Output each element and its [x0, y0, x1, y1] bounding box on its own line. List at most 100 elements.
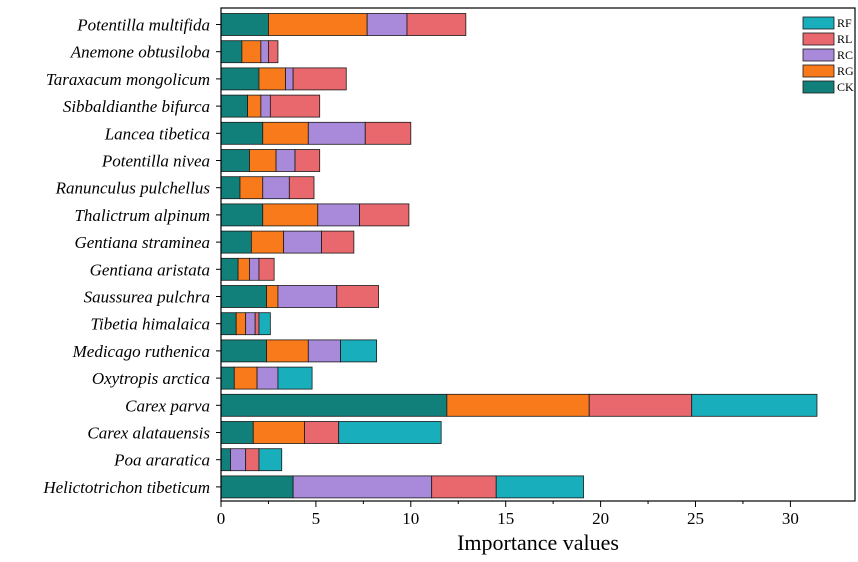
category-label: Gentiana straminea: [74, 233, 210, 252]
bar-segment-rf: [340, 339, 378, 363]
legend-swatch-rl: [802, 32, 835, 46]
bar-segment-ck: [220, 230, 252, 254]
bar-segment-rc: [260, 94, 271, 118]
category-label: Carex alatauensis: [87, 424, 210, 443]
plot-frame: [220, 7, 856, 502]
bar-segment-rc: [275, 149, 296, 172]
bar-segment-rl: [254, 312, 260, 336]
bar-segment-ck: [220, 94, 248, 118]
bar-segment-rl: [359, 203, 410, 227]
bars-group: [220, 13, 818, 499]
bar-segment-rl: [268, 40, 279, 64]
bar-segment-rf: [258, 448, 283, 472]
bar-segment-rg: [252, 421, 305, 444]
bar-segment-rg: [250, 230, 285, 254]
bar-segment-ck: [220, 475, 294, 499]
bar-segment-rg: [266, 285, 279, 308]
bar-segment-rc: [317, 203, 360, 227]
bar-segment-rc: [307, 339, 341, 363]
bar-segment-rc: [307, 121, 366, 145]
bar-segment-rf: [258, 312, 271, 336]
x-axis-ticks: 0 5 10 15 20 25 30: [217, 501, 799, 528]
bar-segment-rc: [230, 448, 247, 472]
bar-segment-rg: [262, 203, 319, 227]
bar-segment-ck: [220, 13, 269, 36]
bar-segment-ck: [220, 67, 260, 91]
category-label: Oxytropis arctica: [92, 369, 210, 388]
category-label: Saussurea pulchra: [84, 288, 210, 307]
bar-segment-rc: [277, 285, 338, 308]
bar-segment-ck: [220, 366, 235, 390]
legend-label-rf: RF: [837, 16, 852, 30]
x-tick-label: 20: [592, 509, 609, 528]
legend-swatch-rf: [802, 16, 835, 30]
legend-swatch-rc: [802, 48, 835, 62]
bar-segment-rg: [235, 312, 247, 336]
legend-swatch-ck: [802, 80, 835, 94]
bar-segment-rl: [269, 94, 321, 118]
bar-segment-rc: [283, 230, 322, 254]
category-label: Potentilla nivea: [101, 152, 210, 171]
category-label: Tibetia himalaica: [91, 315, 210, 334]
category-label: Carex parva: [125, 396, 210, 415]
bar-segment-rc: [256, 366, 279, 390]
category-label: Taraxacum mongolicum: [46, 70, 210, 89]
bar-segment-rl: [304, 421, 340, 444]
x-tick-label: 10: [402, 509, 419, 528]
legend: RF RL RC RG CK: [802, 16, 854, 94]
bar-segment-rc: [292, 475, 433, 499]
bar-segment-rc: [260, 40, 269, 64]
bar-segment-rl: [245, 448, 260, 472]
bar-segment-rl: [588, 393, 693, 417]
x-tick-label: 0: [217, 509, 226, 528]
bar-segment-ck: [220, 257, 239, 281]
bar-segment-rl: [431, 475, 497, 499]
bar-segment-ck: [220, 285, 267, 308]
category-label: Gentiana aristata: [90, 260, 210, 279]
bar-segment-ck: [220, 339, 267, 363]
legend-label-rg: RG: [837, 64, 854, 78]
category-label: Anemone obtusiloba: [70, 43, 210, 62]
bar-segment-rl: [292, 67, 347, 91]
legend-label-rl: RL: [837, 32, 852, 46]
bar-segment-ck: [220, 448, 231, 472]
legend-swatch-rg: [802, 64, 835, 78]
category-labels: Potentilla multifida Anemone obtusiloba Ta…: [42, 16, 210, 497]
bar-segment-rl: [321, 230, 355, 254]
category-label: Thalictrum alpinum: [74, 206, 210, 225]
bar-segment-ck: [220, 40, 243, 64]
bar-segment-ck: [220, 121, 264, 145]
bar-segment-rg: [239, 176, 264, 200]
bar-segment-rl: [294, 149, 321, 172]
category-label: Sibbaldianthe bifurca: [63, 97, 210, 116]
bar-segment-ck: [220, 203, 264, 227]
bar-segment-rc: [249, 257, 260, 281]
bar-segment-ck: [220, 421, 254, 444]
bar-segment-rg: [241, 40, 262, 64]
x-tick-label: 5: [312, 509, 321, 528]
bar-segment-rl: [258, 257, 275, 281]
bar-segment-rl: [288, 176, 315, 200]
bar-segment-rf: [277, 366, 313, 390]
bar-segment-rg: [446, 393, 590, 417]
x-axis-title: Importance values: [457, 530, 619, 555]
y-axis-ticks: [216, 24, 221, 488]
bar-segment-rg: [237, 257, 250, 281]
x-tick-label: 15: [497, 509, 514, 528]
bar-segment-rg: [262, 121, 309, 145]
bar-segment-rl: [336, 285, 379, 308]
bar-segment-rc: [245, 312, 256, 336]
bar-segment-rg: [258, 67, 286, 91]
x-tick-label: 25: [687, 509, 704, 528]
bar-segment-rf: [691, 393, 818, 417]
category-label: Potentilla multifida: [76, 16, 210, 35]
bar-segment-rc: [262, 176, 290, 200]
bar-segment-ck: [220, 312, 237, 336]
bar-segment-rg: [247, 94, 262, 118]
bar-segment-rc: [366, 13, 408, 36]
category-label: Ranunculus pulchellus: [55, 179, 211, 198]
x-tick-label: 30: [782, 509, 799, 528]
category-label: Medicago ruthenica: [72, 342, 210, 361]
bar-segment-rf: [338, 421, 442, 444]
